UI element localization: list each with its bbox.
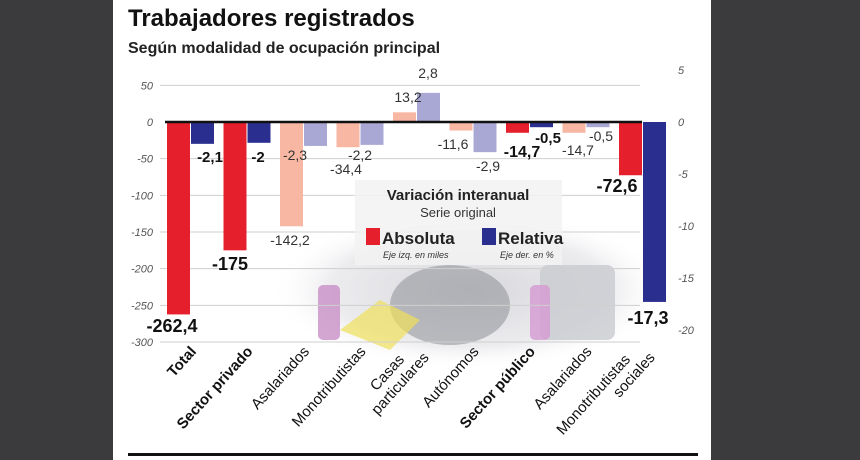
bar-absoluta [280, 122, 303, 227]
bar-absoluta [562, 122, 586, 133]
left-axis-tick: -200 [131, 264, 154, 276]
legend-swatch-absoluta [366, 228, 380, 245]
data-label-relativa: -0,5 [589, 128, 613, 144]
bar-absoluta [223, 122, 247, 251]
legend-box [355, 180, 562, 265]
data-label-relativa: -17,3 [627, 308, 668, 328]
legend-note-relativa: Eje der. en % [500, 250, 554, 260]
data-label-relativa: -0,5 [535, 130, 561, 147]
left-axis-tick: -50 [137, 154, 154, 166]
data-label-absoluta: -14,7 [504, 144, 541, 161]
left-axis-tick: -100 [131, 190, 154, 202]
bar-relativa [304, 122, 327, 146]
bar-relativa [247, 122, 271, 143]
bar-absoluta [619, 122, 642, 176]
bar-absoluta [167, 122, 190, 315]
bar-absoluta [336, 122, 360, 148]
category-label-text: Total [164, 343, 200, 380]
right-axis-tick: 5 [678, 65, 685, 77]
legend: Variación interanual Serie original Abso… [355, 180, 564, 265]
right-axis-tick: -15 [678, 273, 695, 285]
bars [165, 92, 666, 315]
bar-relativa [360, 122, 384, 145]
legend-label-absoluta: Absoluta [382, 229, 455, 248]
legend-subtitle: Serie original [420, 205, 496, 220]
data-label-absoluta: -72,6 [596, 176, 637, 196]
chart-title: Trabajadores registrados [128, 5, 415, 32]
data-label-relativa: -2,2 [348, 147, 372, 163]
legend-label-relativa: Relativa [498, 229, 564, 248]
data-label-relativa: -2,1 [197, 149, 223, 166]
left-axis-tick: -250 [131, 300, 154, 312]
data-label-relativa: 2,8 [418, 65, 438, 81]
data-label-relativa: -2,3 [283, 147, 307, 163]
data-label-absoluta: 13,2 [394, 89, 421, 105]
bar-relativa [417, 92, 440, 122]
bar-relativa [191, 122, 214, 144]
data-label-absoluta: -34,4 [330, 161, 362, 177]
legend-title: Variación interanual [387, 187, 530, 204]
right-axis-tick: -10 [678, 221, 695, 233]
right-axis-tick: -5 [678, 169, 689, 181]
data-label-absoluta: -262,4 [146, 316, 197, 336]
legend-swatch-relativa [482, 228, 496, 245]
data-label-relativa: -2 [251, 149, 264, 166]
chart-subtitle: Según modalidad de ocupación principal [128, 40, 440, 57]
right-axis-tick: -20 [678, 325, 695, 337]
data-label-absoluta: -142,2 [270, 232, 310, 248]
bottom-rule [128, 453, 698, 456]
left-axis-tick: 0 [147, 117, 154, 129]
bar-absoluta [506, 122, 529, 133]
bar-relativa [530, 122, 553, 128]
left-axis-tick: 50 [141, 80, 154, 92]
bar-relativa [473, 122, 497, 153]
bar-relativa [643, 122, 666, 302]
bar-absoluta [449, 122, 473, 131]
category-label: Total [164, 343, 200, 380]
data-label-absoluta: -11,6 [438, 136, 469, 152]
data-label-relativa: -2,9 [476, 158, 500, 174]
bar-relativa [586, 122, 610, 128]
left-axis-tick: -150 [131, 227, 154, 239]
left-axis-tick: -300 [131, 337, 154, 349]
data-label-absoluta: -175 [212, 254, 248, 274]
data-labels: -262,4 -2,1 -175 -2 -142,2 -2,3 -34,4-2,2 13,2 2… [146, 65, 668, 336]
right-axis-tick: 0 [678, 117, 685, 129]
data-label-absoluta: -14,7 [562, 142, 594, 158]
bar-absoluta [393, 112, 416, 122]
legend-note-absoluta: Eje izq. en miles [383, 250, 449, 260]
